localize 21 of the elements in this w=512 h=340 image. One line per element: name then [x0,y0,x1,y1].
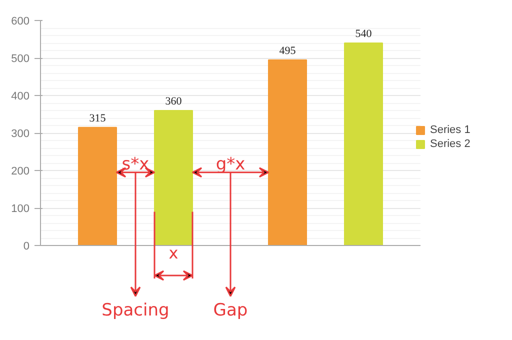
bar [344,42,383,246]
y-tick-label: 200 [11,166,30,178]
annotation: g*x [216,154,246,174]
legend-label: Series 1 [430,124,470,136]
text: Gap [213,300,248,320]
y-tick-label: 100 [11,203,30,215]
y-tick-label: 600 [11,16,30,28]
bar [268,59,307,246]
data-label: 540 [355,28,372,40]
annotation: x [168,243,178,262]
bar [78,126,117,246]
data-label: 360 [165,96,182,108]
data-label: 315 [89,112,106,124]
y-tick-label: 300 [11,128,30,140]
legend-label: Series 2 [430,138,470,150]
data-label: 495 [279,44,296,57]
y-tick-label: 400 [11,90,30,102]
bar [154,110,193,246]
y-tick-label: 0 [23,240,30,252]
y-tick-label: 500 [11,53,30,65]
text: Spacing [102,300,170,320]
